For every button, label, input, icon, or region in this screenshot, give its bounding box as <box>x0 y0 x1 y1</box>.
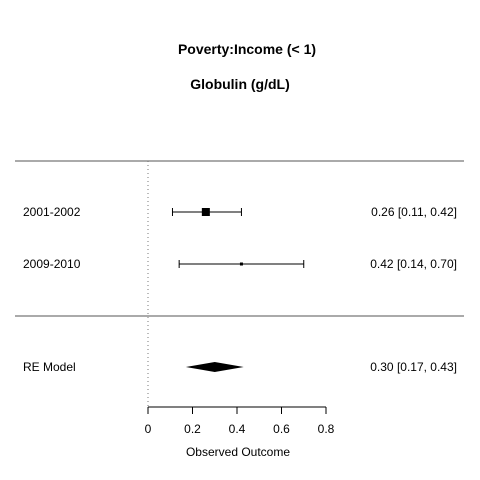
estimate-text: 0.42 [0.14, 0.70] <box>370 257 457 271</box>
chart-subtitle: Globulin (g/dL) <box>190 76 290 92</box>
x-axis: 0 0.2 0.4 0.6 0.8 <box>145 406 335 436</box>
estimate-text: 0.26 [0.11, 0.42] <box>371 205 457 219</box>
x-tick-label: 0 <box>145 422 152 436</box>
x-tick-label: 0.6 <box>273 422 290 436</box>
x-tick-label: 0.8 <box>318 422 335 436</box>
summary-label: RE Model <box>23 360 76 374</box>
study-label: 2001-2002 <box>23 205 81 219</box>
chart-title: Poverty:Income (< 1) <box>178 41 316 57</box>
summary-row: RE Model 0.30 [0.17, 0.43] <box>23 360 457 374</box>
study-row: 2001-2002 0.26 [0.11, 0.42] <box>23 205 457 219</box>
x-tick-label: 0.2 <box>184 422 201 436</box>
point-estimate <box>239 262 243 266</box>
study-row: 2009-2010 0.42 [0.14, 0.70] <box>23 257 457 271</box>
point-estimate <box>201 208 210 216</box>
x-tick-label: 0.4 <box>229 422 246 436</box>
x-axis-label: Observed Outcome <box>186 445 290 459</box>
summary-diamond <box>185 362 244 372</box>
study-label: 2009-2010 <box>23 257 81 271</box>
summary-estimate-text: 0.30 [0.17, 0.43] <box>370 360 457 374</box>
